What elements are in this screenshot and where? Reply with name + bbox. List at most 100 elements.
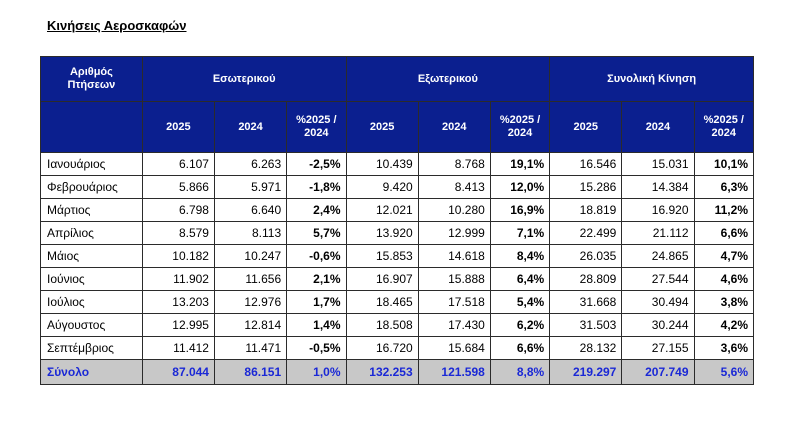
pct-cell: 7,1% [489,221,551,245]
pct-cell: 8,4% [489,244,551,268]
value-cell: 11.656 [213,267,288,291]
pct-cell: 16,9% [489,198,551,222]
value-cell: 12.814 [213,313,288,337]
value-cell: 6.640 [213,198,288,222]
value-cell: 18.465 [345,290,419,314]
value-cell: 15.031 [621,152,695,176]
value-cell: 24.865 [621,244,695,268]
value-cell: 18.819 [549,198,623,222]
table-row: Ιούνιος 11.902 11.656 2,1% 16.907 15.888… [40,267,754,291]
month-cell: Ιούνιος [40,267,143,291]
flights-table: Αριθμός Πτήσεων Εσωτερικού Εξωτερικού Συ… [40,56,754,385]
table-row: Μάιος 10.182 10.247 -0,6% 15.853 14.618 … [40,244,754,268]
row-label-header: Αριθμός Πτήσεων [40,56,143,102]
value-cell: 31.503 [549,313,623,337]
value-cell: 27.155 [621,336,695,360]
year-header: 2024 [621,101,695,153]
value-cell: 15.684 [417,336,491,360]
month-cell: Σεπτέμβριος [40,336,143,360]
pct-cell: 5,7% [286,221,347,245]
pct-cell: 4,2% [693,313,754,337]
pct-cell: 3,6% [693,336,754,360]
value-cell: 14.618 [417,244,491,268]
value-cell: 16.907 [345,267,419,291]
value-cell: 18.508 [345,313,419,337]
value-cell: 9.420 [345,175,419,199]
value-cell: 8.579 [141,221,215,245]
month-cell: Ιούλιος [40,290,143,314]
pct-cell: 4,6% [693,267,754,291]
year-header: 2024 [417,101,491,153]
value-cell: 11.412 [141,336,215,360]
group-header-total: Συνολική Κίνηση [549,56,754,102]
value-cell: 28.132 [549,336,623,360]
total-row: Σύνολο 87.044 86.151 1,0% 132.253 121.59… [40,359,754,385]
pct-cell: 6,3% [693,175,754,199]
month-cell: Μάιος [40,244,143,268]
value-cell: 8.113 [213,221,288,245]
table-row: Σεπτέμβριος 11.412 11.471 -0,5% 16.720 1… [40,336,754,360]
page-title: Κινήσεις Αεροσκαφών [47,18,187,33]
table-header: Αριθμός Πτήσεων Εσωτερικού Εξωτερικού Συ… [40,56,754,153]
value-cell: 30.244 [621,313,695,337]
pct-cell: -1,8% [286,175,347,199]
pct-header: %2025 / 2024 [693,101,754,153]
total-value-cell: 87.044 [141,359,215,385]
total-value-cell: 121.598 [417,359,491,385]
value-cell: 12.021 [345,198,419,222]
pct-header: %2025 / 2024 [286,101,347,153]
total-label: Σύνολο [40,359,143,385]
value-cell: 15.888 [417,267,491,291]
group-header-domestic: Εσωτερικού [141,56,347,102]
table-row: Απρίλιος 8.579 8.113 5,7% 13.920 12.999 … [40,221,754,245]
month-cell: Ιανουάριος [40,152,143,176]
value-cell: 6.263 [213,152,288,176]
value-cell: 5.971 [213,175,288,199]
month-cell: Μάρτιος [40,198,143,222]
pct-cell: 3,8% [693,290,754,314]
value-cell: 17.518 [417,290,491,314]
value-cell: 10.182 [141,244,215,268]
value-cell: 11.902 [141,267,215,291]
value-cell: 16.720 [345,336,419,360]
value-cell: 31.668 [549,290,623,314]
year-header: 2025 [345,101,419,153]
pct-cell: 4,7% [693,244,754,268]
value-cell: 16.920 [621,198,695,222]
pct-cell: -0,6% [286,244,347,268]
year-header: 2025 [549,101,623,153]
value-cell: 6.107 [141,152,215,176]
value-cell: 13.203 [141,290,215,314]
value-cell: 15.286 [549,175,623,199]
year-header: 2025 [141,101,215,153]
total-value-cell: 207.749 [621,359,695,385]
value-cell: 26.035 [549,244,623,268]
month-cell: Απρίλιος [40,221,143,245]
value-cell: 16.546 [549,152,623,176]
value-cell: 5.866 [141,175,215,199]
pct-cell: 6,6% [489,336,551,360]
total-value-cell: 219.297 [549,359,623,385]
pct-cell: 6,4% [489,267,551,291]
value-cell: 8.768 [417,152,491,176]
value-cell: 6.798 [141,198,215,222]
table-body: Ιανουάριος 6.107 6.263 -2,5% 10.439 8.76… [40,152,754,385]
value-cell: 27.544 [621,267,695,291]
pct-cell: 6,6% [693,221,754,245]
value-cell: 12.976 [213,290,288,314]
table-row: Φεβρουάριος 5.866 5.971 -1,8% 9.420 8.41… [40,175,754,199]
value-cell: 11.471 [213,336,288,360]
value-cell: 30.494 [621,290,695,314]
value-cell: 28.809 [549,267,623,291]
value-cell: 17.430 [417,313,491,337]
value-cell: 10.280 [417,198,491,222]
value-cell: 22.499 [549,221,623,245]
pct-cell: -2,5% [286,152,347,176]
group-header-international: Εξωτερικού [345,56,551,102]
pct-cell: 6,2% [489,313,551,337]
pct-cell: 2,4% [286,198,347,222]
year-header: 2024 [213,101,288,153]
value-cell: 10.439 [345,152,419,176]
value-cell: 12.995 [141,313,215,337]
pct-cell: 2,1% [286,267,347,291]
